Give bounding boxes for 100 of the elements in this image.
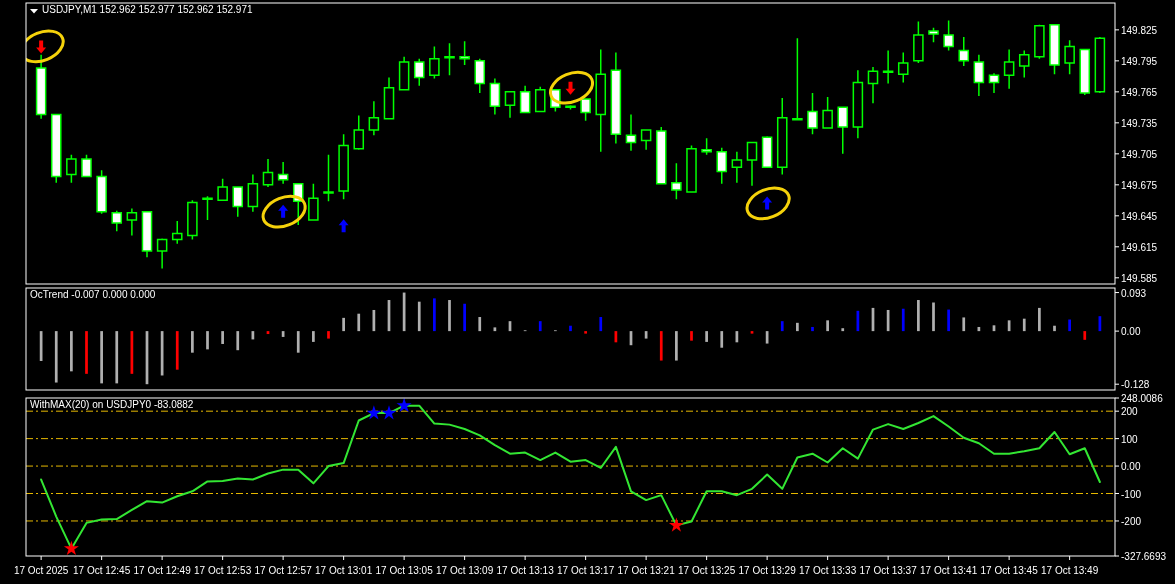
bar xyxy=(599,317,603,332)
candlestick xyxy=(519,84,531,114)
candlestick xyxy=(383,76,395,120)
candlestick xyxy=(1064,39,1075,76)
candlestick xyxy=(323,154,334,203)
x-tick-label: 17 Oct 12:57 xyxy=(254,564,313,576)
candlestick xyxy=(792,37,803,121)
candlestick xyxy=(398,55,410,91)
candlestick xyxy=(534,85,546,113)
candlestick xyxy=(126,207,138,237)
candlestick xyxy=(1034,23,1045,60)
bar xyxy=(569,325,572,332)
candlestick xyxy=(96,169,107,215)
candlestick xyxy=(640,129,652,151)
candlestick xyxy=(837,106,849,155)
y-tick-label: 149.615 xyxy=(1121,241,1158,253)
bar xyxy=(1022,318,1026,332)
chart-title: USDJPY,M1 152.962 152.977 152.962 152.971 xyxy=(42,3,253,15)
point xyxy=(381,405,397,420)
x-tick-label: 17 Oct 13:17 xyxy=(556,564,615,576)
candlestick xyxy=(66,154,77,184)
candlestick xyxy=(928,27,939,44)
x-tick-label: 17 Oct 12:53 xyxy=(193,564,252,576)
bar xyxy=(659,331,663,361)
bar xyxy=(191,331,194,353)
y-tick-label: 248.0086 xyxy=(1121,392,1164,404)
x-tick-label: 17 Oct 13:13 xyxy=(496,564,555,576)
bar xyxy=(433,298,436,332)
candlestick xyxy=(958,36,970,67)
candlestick xyxy=(701,137,712,156)
candlestick xyxy=(897,51,909,84)
candlestick xyxy=(156,237,168,270)
candlestick xyxy=(338,133,349,201)
bar xyxy=(70,331,73,372)
bar xyxy=(342,317,345,332)
bar xyxy=(947,309,950,332)
candlestick xyxy=(610,51,622,145)
bar xyxy=(312,331,315,342)
candlestick xyxy=(429,45,440,80)
bar xyxy=(841,328,845,332)
candlestick xyxy=(308,183,319,221)
bar xyxy=(54,331,58,383)
y-tick-label: 149.645 xyxy=(1121,210,1158,222)
candlestick xyxy=(141,210,153,258)
bar xyxy=(478,317,482,332)
y-tick-label: -100 xyxy=(1121,488,1142,500)
candlestick xyxy=(489,77,501,116)
candlestick xyxy=(867,66,879,104)
x-tick-label: 17 Oct 13:37 xyxy=(859,564,918,576)
y-tick-label: -0.128 xyxy=(1121,378,1150,390)
bar xyxy=(1083,331,1087,340)
candlestick xyxy=(822,96,833,129)
candlestick xyxy=(943,19,954,52)
point xyxy=(668,517,684,532)
candlestick xyxy=(988,72,1000,94)
candlestick xyxy=(973,53,985,97)
candlestick xyxy=(459,40,470,66)
bar xyxy=(221,331,224,344)
candlestick xyxy=(171,220,183,245)
point xyxy=(338,219,349,233)
y-tick-label: 0.093 xyxy=(1121,287,1147,299)
candlestick xyxy=(111,209,123,233)
bar xyxy=(538,321,542,332)
candlestick xyxy=(413,58,425,87)
y-tick-label: 149.585 xyxy=(1121,272,1158,284)
candlestick xyxy=(1049,23,1060,76)
point xyxy=(366,405,382,420)
candlestick xyxy=(81,154,92,178)
bar xyxy=(115,331,119,384)
bar xyxy=(720,331,724,348)
bar xyxy=(901,308,905,332)
bar xyxy=(796,322,799,332)
candlestick xyxy=(474,58,486,94)
y-tick-label: 149.795 xyxy=(1121,55,1158,67)
candlestick xyxy=(368,100,380,136)
candlestick xyxy=(807,92,818,135)
candlestick xyxy=(35,53,47,120)
y-tick-label: 0.00 xyxy=(1121,460,1141,472)
y-tick-label: 200 xyxy=(1121,405,1139,417)
candlestick xyxy=(444,42,455,77)
bar xyxy=(1053,325,1056,332)
bar xyxy=(705,331,708,342)
y-tick-label: 100 xyxy=(1121,433,1139,445)
candlestick xyxy=(776,97,788,176)
candlestick xyxy=(761,135,773,169)
bar xyxy=(675,331,678,361)
bar xyxy=(448,300,451,332)
y-tick-label: 149.735 xyxy=(1121,117,1158,129)
x-tick-label: 17 Oct 13:45 xyxy=(980,564,1039,576)
x-tick-label: 17 Oct 13:01 xyxy=(314,564,373,576)
candlestick xyxy=(202,195,213,221)
bar xyxy=(826,320,829,332)
x-tick-label: 17 Oct 13:21 xyxy=(617,564,676,576)
candlestick xyxy=(580,98,591,122)
candlestick xyxy=(277,161,289,185)
candlestick xyxy=(1094,36,1106,94)
x-tick-label: 17 Oct 13:05 xyxy=(375,564,434,576)
x-tick-label: 17 Oct 13:33 xyxy=(798,564,857,576)
candlestick xyxy=(232,186,244,218)
x-tick-label: 17 Oct 2025 xyxy=(13,564,69,576)
